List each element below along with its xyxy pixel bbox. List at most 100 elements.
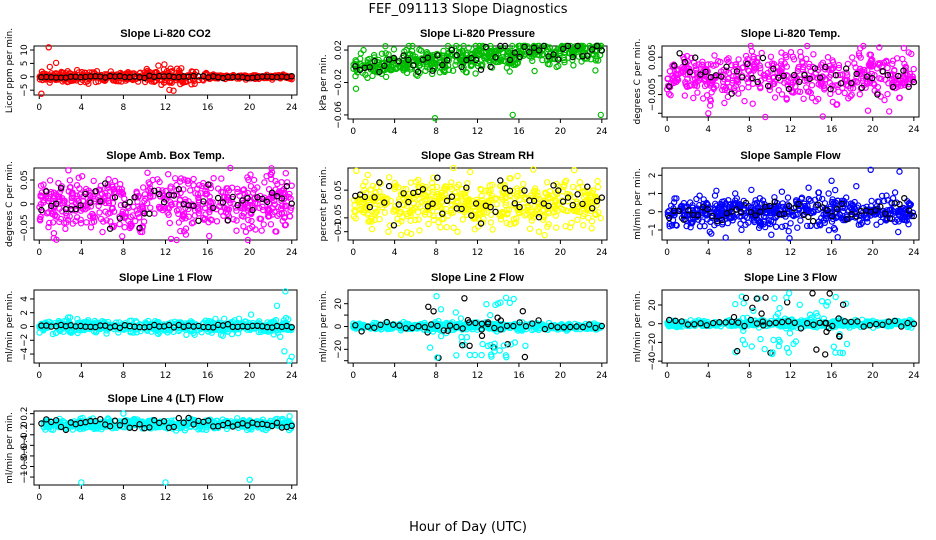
data-point (682, 80, 690, 88)
data-point (681, 58, 689, 66)
panel-title: Slope Li-820 Pressure (420, 28, 535, 40)
data-point (453, 58, 460, 65)
data-point (221, 193, 228, 201)
x-tick-label: 16 (513, 371, 525, 381)
data-point (221, 204, 229, 212)
data-point (444, 42, 452, 50)
x-tick-label: 8 (747, 248, 753, 258)
data-point (141, 197, 148, 205)
data-point (101, 180, 109, 187)
data-point (361, 193, 369, 201)
data-point (817, 77, 825, 85)
data-point (866, 51, 873, 58)
data-point (559, 45, 567, 53)
data-point (589, 46, 596, 53)
data-point (102, 192, 109, 200)
data-point (526, 48, 533, 56)
data-point (540, 42, 548, 50)
x-tick-label: 12 (472, 371, 483, 381)
data-point (492, 195, 499, 203)
x-tick-label: 0 (36, 103, 42, 113)
data-point (782, 222, 789, 230)
data-point (102, 208, 109, 215)
data-point (405, 42, 412, 50)
data-point (562, 207, 570, 214)
data-point (530, 166, 537, 173)
panel-title: Slope Line 2 Flow (431, 272, 524, 284)
data-point (455, 181, 462, 188)
data-point (381, 195, 388, 202)
data-point (689, 76, 696, 83)
data-point (245, 319, 252, 327)
y-tick-label: 0 (20, 201, 30, 207)
data-point (546, 194, 554, 202)
data-point (737, 220, 744, 227)
data-point (564, 42, 572, 50)
data-point (822, 63, 829, 71)
data-point (361, 186, 368, 194)
y-axis-label: kPa per min. (319, 54, 329, 110)
data-point (273, 192, 281, 200)
data-point (84, 317, 92, 324)
data-point (829, 215, 837, 223)
data-point (87, 199, 94, 206)
data-point (450, 209, 457, 216)
data-point (497, 177, 504, 184)
data-point (381, 209, 388, 216)
data-point (458, 63, 465, 71)
data-point (173, 65, 181, 72)
data-point (560, 183, 568, 191)
data-point (119, 208, 127, 215)
data-point (545, 220, 552, 228)
data-point (429, 188, 436, 195)
data-point (173, 191, 180, 198)
data-point (738, 85, 746, 92)
y-tick-label: 1 (648, 191, 658, 197)
data-point (155, 319, 162, 326)
data-point (400, 190, 407, 197)
data-point (165, 321, 173, 329)
data-point (477, 220, 485, 227)
data-point (67, 183, 74, 191)
data-point (690, 215, 697, 222)
data-point (910, 78, 918, 86)
data-point (137, 327, 144, 335)
data-point (461, 295, 468, 302)
data-point (233, 207, 240, 214)
data-point (224, 328, 231, 335)
data-point (121, 201, 129, 208)
data-point (898, 79, 906, 87)
data-point (809, 207, 817, 215)
data-point (118, 188, 125, 196)
data-point (691, 81, 699, 89)
data-point (794, 67, 802, 75)
data-point (514, 59, 522, 67)
data-point (352, 72, 359, 80)
data-point (506, 220, 514, 228)
data-point (673, 71, 680, 79)
data-point (489, 181, 496, 189)
data-point (233, 217, 240, 224)
data-point (407, 217, 414, 224)
data-point (281, 189, 288, 196)
data-point (744, 60, 751, 68)
data-point (439, 193, 446, 201)
data-point (179, 211, 186, 218)
y-tick-label: −0.005 (648, 78, 658, 111)
data-point (170, 192, 178, 199)
data-point (559, 198, 567, 205)
data-point (46, 177, 54, 184)
data-point (73, 214, 81, 221)
data-point (444, 212, 452, 219)
data-point (880, 197, 888, 205)
data-point (806, 63, 813, 71)
data-point (437, 332, 445, 340)
data-point (550, 182, 557, 189)
data-point (116, 324, 124, 331)
data-point (889, 208, 897, 215)
data-point (240, 186, 248, 193)
data-point (541, 231, 548, 239)
data-point (718, 73, 725, 80)
data-point (185, 180, 192, 187)
